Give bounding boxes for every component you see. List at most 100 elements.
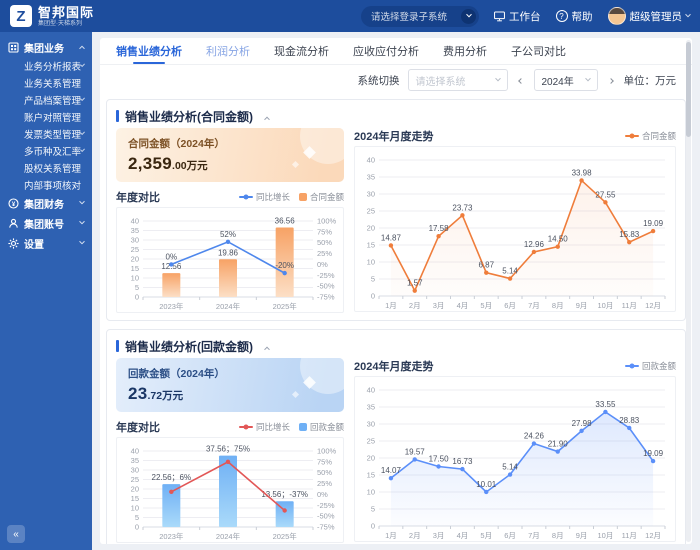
- chart-legend: 合同金额: [624, 130, 676, 142]
- panel-collection-amount: 销售业绩分析(回款金额) 回款金额（2024年） 23: [106, 329, 686, 544]
- monthly-trend-chart: 0 5 10 15 20 25 30 35 40 1月 2月 3月 4月 5月 6月 7月 8月 9月 10月 11月…: [354, 376, 676, 542]
- chevron-down-icon: [79, 198, 85, 205]
- svg-text:33.98: 33.98: [572, 168, 593, 177]
- login-subsystem-select[interactable]: 请选择登录子系统: [361, 5, 479, 27]
- svg-text:10月: 10月: [597, 531, 613, 540]
- svg-text:5.14: 5.14: [502, 267, 518, 276]
- sidebar-item-invoice-types[interactable]: 发票类型管理: [0, 125, 92, 142]
- svg-text:0%: 0%: [166, 252, 178, 261]
- svg-text:-75%: -75%: [317, 523, 335, 532]
- tab-cashflow-analysis[interactable]: 现金流分析: [274, 46, 329, 58]
- svg-text:20: 20: [367, 454, 375, 463]
- svg-text:11月: 11月: [622, 301, 637, 310]
- svg-text:5月: 5月: [480, 301, 492, 310]
- legend-item-yoy-growth[interactable]: 同比增长: [238, 191, 290, 203]
- sidebar-item-group-business[interactable]: 集团业务: [0, 37, 92, 57]
- sidebar-item-internal-reconciliation[interactable]: 内部事项核对: [0, 176, 92, 193]
- line-marker-icon: [624, 365, 639, 367]
- svg-text:12.56: 12.56: [161, 262, 182, 271]
- svg-text:5.14: 5.14: [502, 463, 518, 472]
- legend-item-contract-amount[interactable]: 合同金额: [624, 130, 676, 142]
- scrollbar-track: [686, 40, 691, 542]
- collapse-panel-button[interactable]: [263, 105, 271, 127]
- tab-sales-performance[interactable]: 销售业绩分析: [116, 38, 182, 64]
- sidebar-item-group-accounts[interactable]: 集团账号: [0, 213, 92, 233]
- panel-contract-amount: 销售业绩分析(合同金额) 合同金额（2024年） 2,359: [106, 99, 686, 321]
- svg-text:25: 25: [367, 207, 375, 216]
- collapse-panel-button[interactable]: [263, 335, 271, 357]
- sidebar-item-label: 集团账号: [24, 219, 64, 231]
- svg-text:-25%: -25%: [317, 501, 335, 510]
- svg-text:30: 30: [367, 420, 375, 429]
- sidebar-item-business-relations[interactable]: 业务关系管理: [0, 74, 92, 91]
- sidebar-collapse-button[interactable]: «: [7, 525, 25, 543]
- tab-subsidiary-compare[interactable]: 子公司对比: [511, 46, 566, 58]
- legend-label: 回款金额: [641, 361, 676, 371]
- svg-text:37.56；75%: 37.56；75%: [206, 445, 250, 454]
- finance-icon: ¥: [8, 197, 19, 209]
- collection-amount-card: 回款金额（2024年） 23 .72万元: [116, 358, 344, 412]
- line-marker-icon: [238, 196, 253, 198]
- svg-text:¥: ¥: [12, 201, 16, 207]
- svg-text:40: 40: [367, 156, 375, 165]
- next-year-button[interactable]: [606, 71, 616, 89]
- workbench-button[interactable]: 工作台: [494, 9, 541, 24]
- sidebar-item-account-mapping[interactable]: 账户对照管理: [0, 108, 92, 125]
- prev-year-button[interactable]: [516, 71, 526, 89]
- svg-text:36.56: 36.56: [275, 217, 296, 226]
- svg-text:30: 30: [131, 466, 139, 475]
- contract-amount-card: 合同金额（2024年） 2,359 .00万元: [116, 128, 344, 182]
- svg-text:15: 15: [367, 471, 375, 480]
- sidebar-item-group-finance[interactable]: ¥ 集团财务: [0, 193, 92, 213]
- svg-text:25: 25: [131, 245, 139, 254]
- svg-text:100%: 100%: [317, 447, 337, 456]
- legend-item-collection-amount[interactable]: 回款金额: [624, 360, 676, 372]
- sidebar-item-multicurrency-rates[interactable]: 多币种及汇率: [0, 142, 92, 159]
- chevron-down-icon: [494, 75, 501, 82]
- tab-expense-analysis[interactable]: 费用分析: [443, 46, 487, 58]
- sidebar-subitem-label: 账户对照管理: [24, 112, 82, 124]
- svg-text:15.83: 15.83: [619, 230, 640, 239]
- sidebar-item-business-analysis-reports[interactable]: 业务分析报表: [0, 57, 92, 74]
- sidebar-item-equity-relations[interactable]: 股权关系管理: [0, 159, 92, 176]
- scrollbar-thumb[interactable]: [686, 42, 691, 137]
- legend-label: 同比增长: [255, 192, 290, 202]
- svg-text:14.07: 14.07: [381, 466, 402, 475]
- chevron-down-icon: [685, 11, 691, 18]
- system-select[interactable]: 请选择系统: [407, 69, 508, 91]
- card-value: 2,359: [128, 154, 173, 173]
- svg-text:12月: 12月: [645, 301, 661, 310]
- svg-text:14.87: 14.87: [381, 233, 402, 242]
- tab-receivable-payable[interactable]: 应收应付分析: [353, 46, 419, 58]
- chevron-down-icon: [461, 8, 476, 24]
- system-select-placeholder: 请选择系统: [415, 76, 466, 88]
- chart-legend: 同比增长 回款金额: [238, 421, 344, 433]
- user-menu[interactable]: 超级管理员: [607, 7, 691, 25]
- chart-title: 年度对比: [116, 422, 160, 434]
- help-button[interactable]: ? 帮助: [555, 9, 593, 24]
- top-bar: Z 智邦国际 集团型·天梯系列 请选择登录子系统 工作台 ? 帮助 超级管理员: [0, 0, 700, 32]
- legend-item-yoy-growth[interactable]: 同比增长: [238, 421, 290, 433]
- chevron-down-icon: [80, 95, 85, 101]
- sidebar-subitem-label: 股权关系管理: [24, 163, 82, 175]
- svg-text:14.50: 14.50: [548, 235, 569, 244]
- svg-text:75%: 75%: [317, 457, 332, 466]
- svg-text:0: 0: [371, 292, 375, 301]
- account-icon: [9, 218, 18, 228]
- sidebar-subitem-label: 业务关系管理: [24, 78, 82, 90]
- sidebar-item-settings[interactable]: 设置: [0, 233, 92, 253]
- legend-label: 合同金额: [641, 131, 676, 141]
- svg-text:27.55: 27.55: [595, 190, 616, 199]
- legend-item-collection-amount[interactable]: 回款金额: [298, 421, 344, 433]
- question-circle-icon: ?: [555, 10, 568, 22]
- year-select[interactable]: 2024年: [533, 69, 598, 91]
- filter-row: 系统切换 请选择系统 2024年 单位：万元: [100, 65, 692, 95]
- legend-item-contract-amount[interactable]: 合同金额: [298, 191, 344, 203]
- svg-text:10: 10: [367, 488, 375, 497]
- sidebar-subitem-label: 内部事项核对: [24, 180, 82, 192]
- sidebar-item-product-archives[interactable]: 产品档案管理: [0, 91, 92, 108]
- legend-label: 回款金额: [309, 422, 344, 432]
- tab-profit-analysis[interactable]: 利润分析: [206, 46, 250, 58]
- chevron-up-icon: [79, 45, 85, 52]
